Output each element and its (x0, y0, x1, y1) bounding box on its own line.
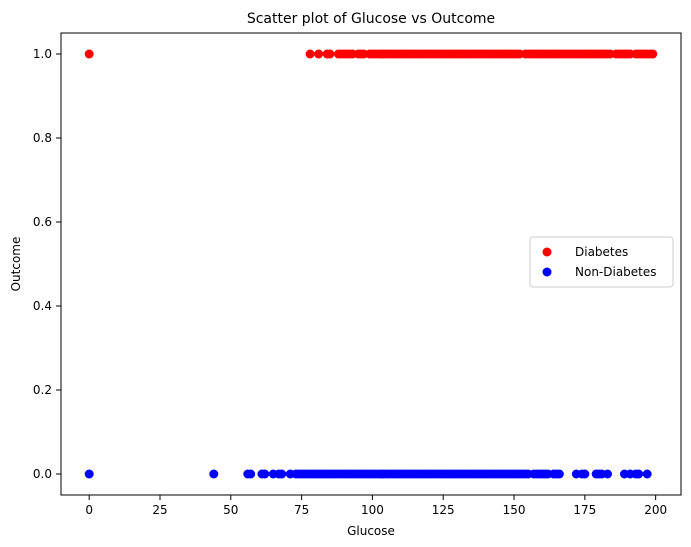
point-non-diabetes (580, 469, 590, 479)
y-tick-label: 0.2 (33, 383, 52, 397)
y-axis-title: Outcome (9, 237, 23, 292)
y-tick-label: 1.0 (33, 47, 52, 61)
legend-marker-diabetes (542, 247, 552, 257)
y-tick-label: 0.0 (33, 467, 52, 481)
point-non-diabetes (603, 469, 613, 479)
point-non-diabetes (277, 469, 287, 479)
point-diabetes (314, 49, 324, 59)
y-axis-ticks: 0.0 0.2 0.4 0.6 0.8 1.0 (33, 47, 61, 481)
x-tick-label: 75 (294, 503, 309, 517)
point-non-diabetes (554, 469, 564, 479)
point-non-diabetes (246, 469, 256, 479)
y-tick-label: 0.4 (33, 299, 52, 313)
x-tick-label: 200 (644, 503, 667, 517)
legend-label-non-diabetes: Non-Diabetes (575, 265, 657, 279)
x-tick-label: 25 (152, 503, 167, 517)
legend-box (529, 236, 674, 288)
point-diabetes (305, 49, 315, 59)
x-axis-title: Glucose (347, 524, 395, 538)
point-non-diabetes (260, 469, 270, 479)
legend-marker-non-diabetes (542, 267, 552, 277)
x-tick-label: 175 (573, 503, 596, 517)
point-non-diabetes (634, 469, 644, 479)
plot-frame (60, 32, 682, 496)
point-non-diabetes (209, 469, 219, 479)
x-tick-label: 50 (223, 503, 238, 517)
point-diabetes (325, 49, 335, 59)
y-tick-label: 0.8 (33, 131, 52, 145)
x-tick-label: 125 (432, 503, 455, 517)
point-diabetes (648, 49, 658, 59)
y-tick-label: 0.6 (33, 215, 52, 229)
x-tick-label: 150 (503, 503, 526, 517)
x-tick-label: 100 (361, 503, 384, 517)
x-axis-ticks: 0 25 50 75 100 125 150 175 200 (85, 495, 667, 517)
chart-title: Scatter plot of Glucose vs Outcome (247, 11, 495, 27)
point-non-diabetes (642, 469, 652, 479)
legend: Diabetes Non-Diabetes (529, 236, 674, 288)
legend-label-diabetes: Diabetes (575, 245, 628, 259)
point-diabetes (84, 49, 94, 59)
x-tick-label: 0 (85, 503, 93, 517)
point-non-diabetes (84, 469, 94, 479)
data-points (84, 49, 658, 479)
